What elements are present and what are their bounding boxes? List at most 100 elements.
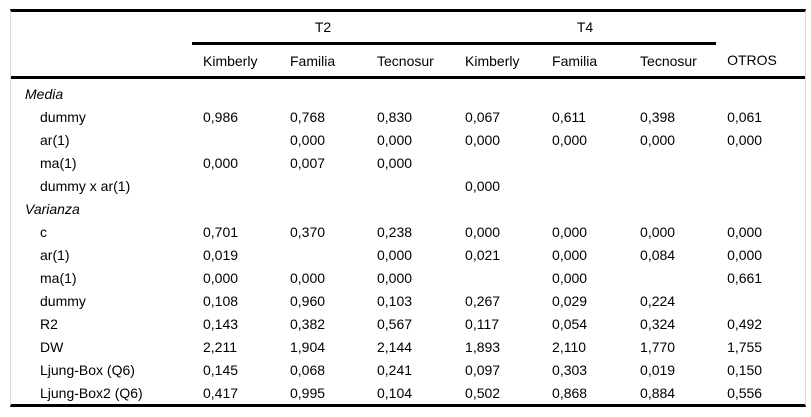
value-cell: 0,960 — [290, 292, 326, 309]
value-cell: 1,755 — [727, 338, 763, 355]
value-cell: 0,000 — [290, 269, 326, 286]
value-cell: 0,370 — [290, 223, 326, 240]
table-row: R2 0,143 0,382 0,567 0,117 0,054 0,324 0,492 — [11, 312, 805, 335]
value-cell: 0,108 — [203, 292, 239, 309]
value-cell — [279, 197, 366, 220]
value-cell: 0,000 — [290, 131, 326, 148]
table-body: Media dummy 0,986 0,768 0,830 0,067 0,611 0,398… — [11, 78, 805, 405]
value-cell: 0,567 — [377, 315, 413, 332]
value-cell: 2,110 — [552, 338, 587, 355]
value-cell: 0,143 — [203, 315, 239, 332]
value-cell: 0,000 — [640, 131, 676, 148]
value-cell — [716, 78, 805, 106]
column-header-spacer — [11, 43, 192, 79]
value-cell: 0,000 — [465, 223, 501, 240]
value-cell — [541, 197, 629, 220]
row-label: Ljung-Box (Q6) — [40, 361, 135, 378]
table-row: ma(1) 0,000 0,007 0,000 — [11, 151, 805, 174]
value-cell: 0,104 — [377, 384, 413, 401]
value-cell: 0,417 — [203, 384, 239, 401]
value-cell: 0,000 — [203, 269, 239, 286]
value-cell — [192, 197, 279, 220]
value-cell — [366, 174, 454, 197]
value-cell — [279, 174, 366, 197]
value-cell: 1,904 — [290, 338, 326, 355]
column-header-row: Kimberly Familia Tecnosur Kimberly Famil… — [11, 43, 806, 79]
column-header-t4-kimberly: Kimberly — [454, 43, 542, 79]
section-label: Varianza — [25, 200, 80, 217]
value-cell: 0,000 — [377, 246, 413, 263]
value-cell: 0,611 — [552, 108, 587, 125]
row-label: R2 — [40, 315, 58, 332]
value-cell: 2,211 — [203, 338, 237, 355]
value-cell: 0,007 — [290, 154, 326, 171]
value-cell — [716, 197, 805, 220]
value-cell: 2,144 — [377, 338, 413, 355]
column-header-otros: OTROS — [716, 43, 806, 79]
value-cell — [192, 174, 279, 197]
value-cell — [541, 151, 629, 174]
value-cell: 0,000 — [552, 131, 588, 148]
table-row: c 0,701 0,370 0,238 0,000 0,000 0,000 0,000 — [11, 220, 805, 243]
value-cell — [716, 151, 805, 174]
table-row: ar(1) 0,019 0,000 0,021 0,000 0,084 0,000 — [11, 243, 805, 266]
group-header-spacer — [11, 12, 192, 44]
value-cell: 0,000 — [727, 246, 763, 263]
value-cell: 0,324 — [640, 315, 676, 332]
value-cell: 0,000 — [552, 223, 588, 240]
value-cell: 0,000 — [377, 269, 413, 286]
column-header-t2-kimberly: Kimberly — [192, 43, 279, 79]
row-label: Ljung-Box2 (Q6) — [40, 384, 143, 401]
value-cell — [629, 78, 716, 106]
value-cell: 0,830 — [377, 108, 413, 125]
table-row: Ljung-Box (Q6) 0,145 0,068 0,241 0,097 0,303 0… — [11, 358, 805, 381]
value-cell: 0,150 — [727, 361, 763, 378]
value-cell: 0,000 — [465, 177, 501, 194]
value-cell: 0,238 — [377, 223, 413, 240]
table-row: dummy 0,108 0,960 0,103 0,267 0,029 0,224 — [11, 289, 805, 312]
value-cell: 0,701 — [203, 223, 239, 240]
value-cell: 0,145 — [203, 361, 239, 378]
value-cell: 0,995 — [290, 384, 326, 401]
value-cell: 0,768 — [290, 108, 326, 125]
value-cell — [192, 78, 279, 106]
value-cell: 0,000 — [377, 154, 413, 171]
value-cell: 1,893 — [465, 338, 501, 355]
value-cell — [629, 151, 716, 174]
value-cell — [454, 266, 541, 289]
results-table: T2 T4 Kimberly Familia Tecnosur Kimberly… — [10, 9, 806, 407]
group-header-row: T2 T4 — [11, 12, 805, 45]
row-label: dummy x ar(1) — [40, 177, 131, 194]
column-header-t2-familia: Familia — [279, 43, 366, 79]
value-cell — [192, 128, 279, 151]
value-cell: 0,021 — [465, 246, 501, 263]
value-cell: 0,661 — [727, 269, 763, 286]
value-cell — [541, 78, 629, 106]
value-cell: 0,398 — [640, 108, 676, 125]
value-cell: 0,103 — [377, 292, 413, 309]
value-cell: 0,303 — [552, 361, 588, 378]
statistics-table: T2 T4 Kimberly Familia Tecnosur Kimberly… — [11, 12, 806, 405]
value-cell — [454, 78, 541, 106]
value-cell: 0,019 — [203, 246, 239, 263]
table-row: Media — [11, 78, 805, 106]
value-cell — [629, 266, 716, 289]
value-cell: 0,000 — [727, 131, 763, 148]
value-cell — [279, 243, 366, 266]
table-row: ar(1) 0,000 0,000 0,000 0,000 0,000 0,000 — [11, 128, 805, 151]
value-cell — [366, 197, 454, 220]
value-cell: 0,117 — [465, 315, 500, 332]
table-row: Ljung-Box2 (Q6) 0,417 0,995 0,104 0,502 0,868… — [11, 381, 805, 404]
value-cell: 0,000 — [203, 154, 239, 171]
value-cell: 0,061 — [727, 108, 763, 125]
value-cell: 0,000 — [552, 246, 588, 263]
table-row: Varianza — [11, 197, 805, 220]
value-cell — [716, 289, 805, 312]
value-cell: 0,097 — [465, 361, 501, 378]
value-cell: 0,267 — [465, 292, 501, 309]
row-label: ar(1) — [40, 246, 70, 263]
column-header-t2-tecnosur: Tecnosur — [366, 43, 455, 79]
value-cell: 0,029 — [552, 292, 588, 309]
table-row: DW 2,211 1,904 2,144 1,893 2,110 1,770 1,755 — [11, 335, 805, 358]
row-label: c — [40, 223, 47, 240]
